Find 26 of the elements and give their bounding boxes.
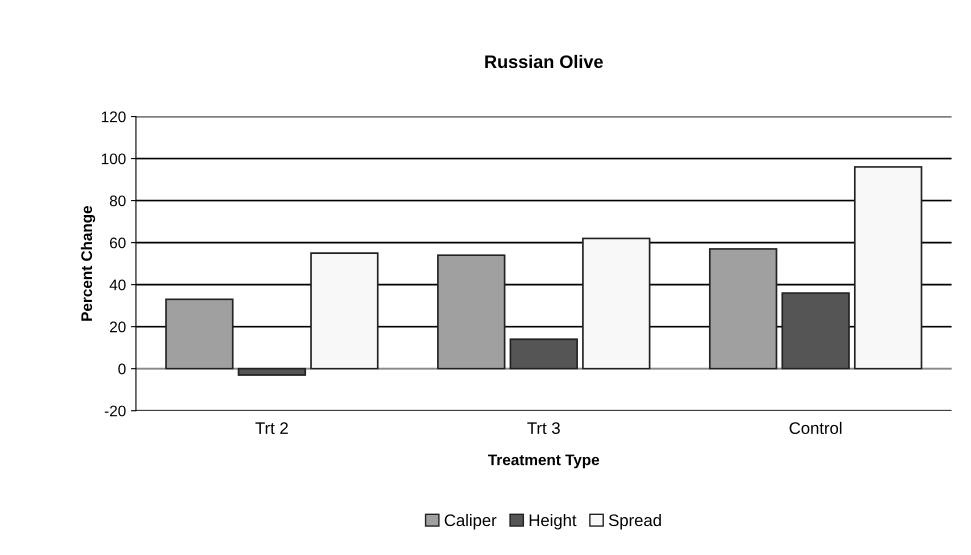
y-tick-label: 0 — [118, 364, 126, 374]
y-tick-label: 120 — [102, 111, 126, 122]
x-tick-label: Control — [790, 422, 842, 434]
bar — [238, 368, 306, 376]
bar — [310, 252, 379, 370]
bar — [165, 298, 234, 370]
x-tick-label: Trt 2 — [255, 422, 288, 434]
bar — [582, 238, 650, 370]
y-tick-label: 40 — [110, 280, 126, 290]
x-tick-label: Trt 3 — [527, 422, 560, 434]
chart-title: Russian Olive — [485, 54, 603, 68]
bar — [437, 254, 506, 370]
legend-label: Caliper — [444, 514, 496, 530]
bar — [708, 248, 778, 370]
bar — [854, 166, 922, 370]
bar — [781, 292, 850, 370]
y-axis-title: Percent Change — [80, 206, 96, 321]
y-tick-label: 100 — [102, 153, 126, 164]
legend-label: Height — [530, 514, 576, 530]
x-axis-title: Treatment Type — [488, 454, 600, 468]
y-tick-label: 60 — [110, 237, 126, 248]
bar — [510, 338, 578, 370]
y-tick-label: 20 — [110, 322, 126, 332]
y-tick-label: 80 — [110, 195, 126, 206]
y-tick-label: -20 — [104, 406, 126, 416]
legend-label: Spread — [608, 514, 661, 530]
